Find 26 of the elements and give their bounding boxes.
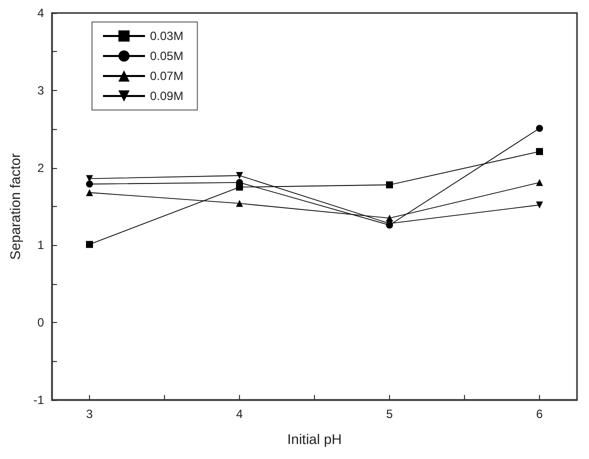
legend-label: 0.07M xyxy=(150,69,184,83)
point xyxy=(536,201,543,208)
x-tick-label: 6 xyxy=(536,407,544,421)
point xyxy=(536,124,543,132)
y-axis-title: Separation factor xyxy=(7,152,23,260)
point xyxy=(86,240,93,248)
y-tick-label: 1 xyxy=(37,238,44,252)
point xyxy=(536,148,543,156)
y-tick-label: 0 xyxy=(37,316,44,330)
y-tick-label: 3 xyxy=(37,83,44,98)
x-tick-label: 5 xyxy=(386,407,394,421)
legend-label: 0.05M xyxy=(150,49,184,63)
y-tick-label: 2 xyxy=(37,160,44,175)
x-tick-label: 4 xyxy=(236,407,244,421)
point xyxy=(236,200,243,207)
x-axis-title: Initial pH xyxy=(287,431,342,447)
legend-label: 0.09M xyxy=(150,89,184,103)
point xyxy=(236,172,243,180)
x-tick-label: 3 xyxy=(86,407,94,421)
point xyxy=(86,180,93,188)
point xyxy=(386,181,393,188)
point xyxy=(86,189,93,196)
legend-label: 0.03M xyxy=(150,29,184,43)
point xyxy=(536,179,543,186)
y-tick-label: 4 xyxy=(37,6,44,20)
y-tick-label: -1 xyxy=(33,393,44,407)
